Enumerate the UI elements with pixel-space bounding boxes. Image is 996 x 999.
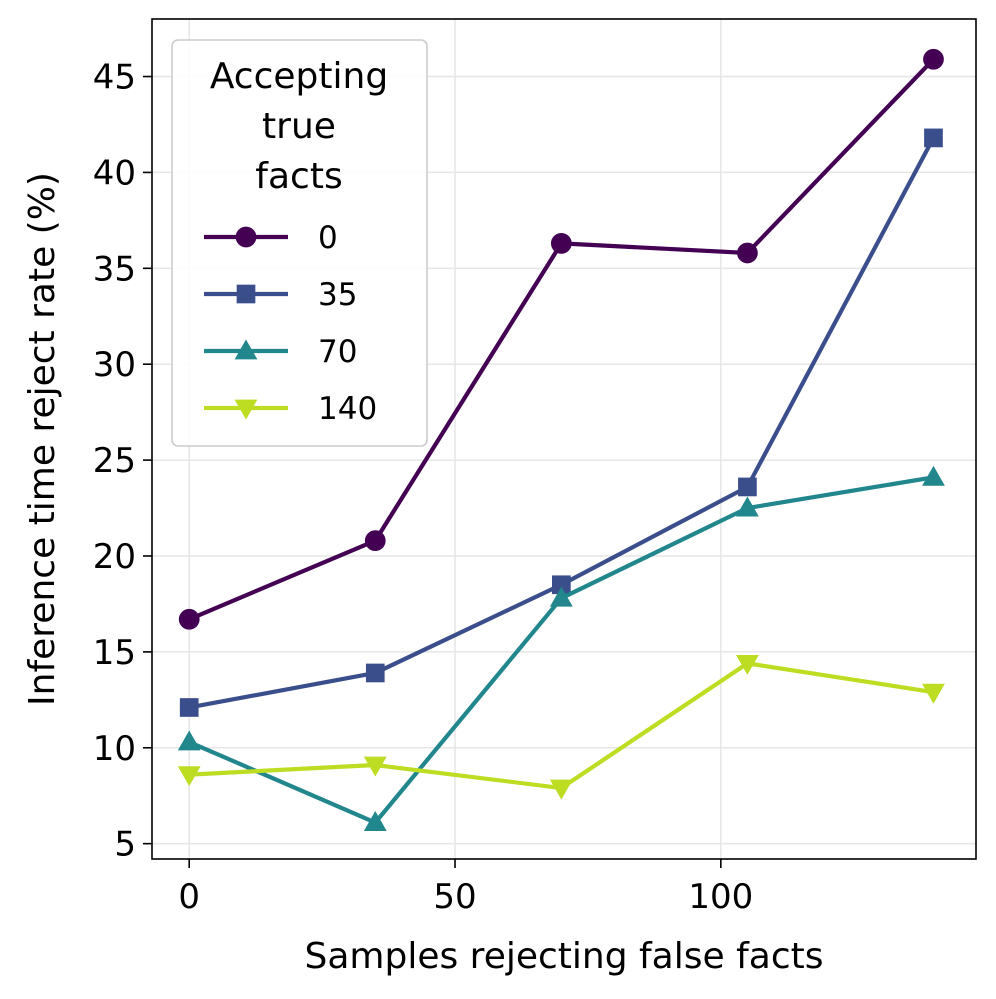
legend-marker [236, 284, 256, 304]
data-point [924, 128, 943, 148]
y-tick-label: 25 [93, 441, 136, 481]
data-point [737, 242, 758, 264]
data-point [550, 233, 572, 254]
legend-marker [235, 226, 257, 248]
data-point [922, 683, 945, 704]
y-tick-label: 40 [93, 153, 136, 193]
legend-item-35: 35 [204, 277, 357, 313]
legend-label: 70 [318, 334, 357, 370]
series-0 [178, 48, 944, 630]
data-point [177, 766, 201, 787]
legend-label: 140 [318, 391, 377, 427]
data-point [736, 654, 759, 675]
data-point [923, 48, 944, 70]
legend-title-line: true [262, 106, 336, 147]
x-tick-label: 50 [433, 877, 476, 917]
series-line [187, 661, 936, 791]
data-point [549, 779, 573, 800]
y-axis-label: Inference time reject rate (%) [22, 172, 63, 706]
x-tick-label: 100 [688, 877, 753, 917]
data-point [177, 730, 201, 751]
y-tick-label: 30 [93, 345, 136, 385]
data-point [922, 465, 945, 486]
data-point [363, 811, 387, 831]
y-tick-label: 5 [114, 825, 136, 865]
legend-item-70: 70 [204, 334, 357, 370]
data-point [738, 477, 757, 497]
legend-item-0: 0 [204, 220, 338, 256]
data-point [363, 756, 387, 777]
legend-label: 0 [318, 220, 338, 256]
y-tick-label: 35 [93, 249, 136, 289]
y-tick-label: 15 [93, 633, 136, 673]
plot-frame [151, 18, 977, 860]
y-tick-label: 45 [93, 58, 136, 98]
legend-title-line: facts [255, 156, 342, 197]
data-point [736, 496, 759, 517]
data-point [549, 586, 573, 607]
y-tick-label: 10 [93, 729, 136, 769]
series-layer [177, 48, 945, 831]
ticks: 0 50 100 5 10 15 20 25 30 35 40 45 [93, 58, 754, 917]
legend: Accepting true facts 0 35 70 140 [171, 39, 428, 447]
y-tick-label: 20 [93, 537, 136, 577]
series-70 [177, 465, 945, 831]
legend-label: 35 [318, 277, 357, 313]
legend-marker [234, 399, 258, 420]
legend-title-line: Accepting [210, 56, 388, 97]
x-axis-label: Samples rejecting false facts [305, 936, 824, 977]
legend-marker [234, 339, 258, 360]
x-tick-label: 0 [178, 877, 200, 917]
data-point [179, 698, 199, 717]
series-140 [177, 654, 945, 800]
legend-item-140: 140 [204, 391, 377, 427]
data-point [178, 608, 200, 630]
data-point [364, 530, 386, 552]
legend-box [171, 39, 428, 447]
legend-entries: 0 35 70 140 [204, 220, 377, 427]
data-point [365, 663, 385, 683]
